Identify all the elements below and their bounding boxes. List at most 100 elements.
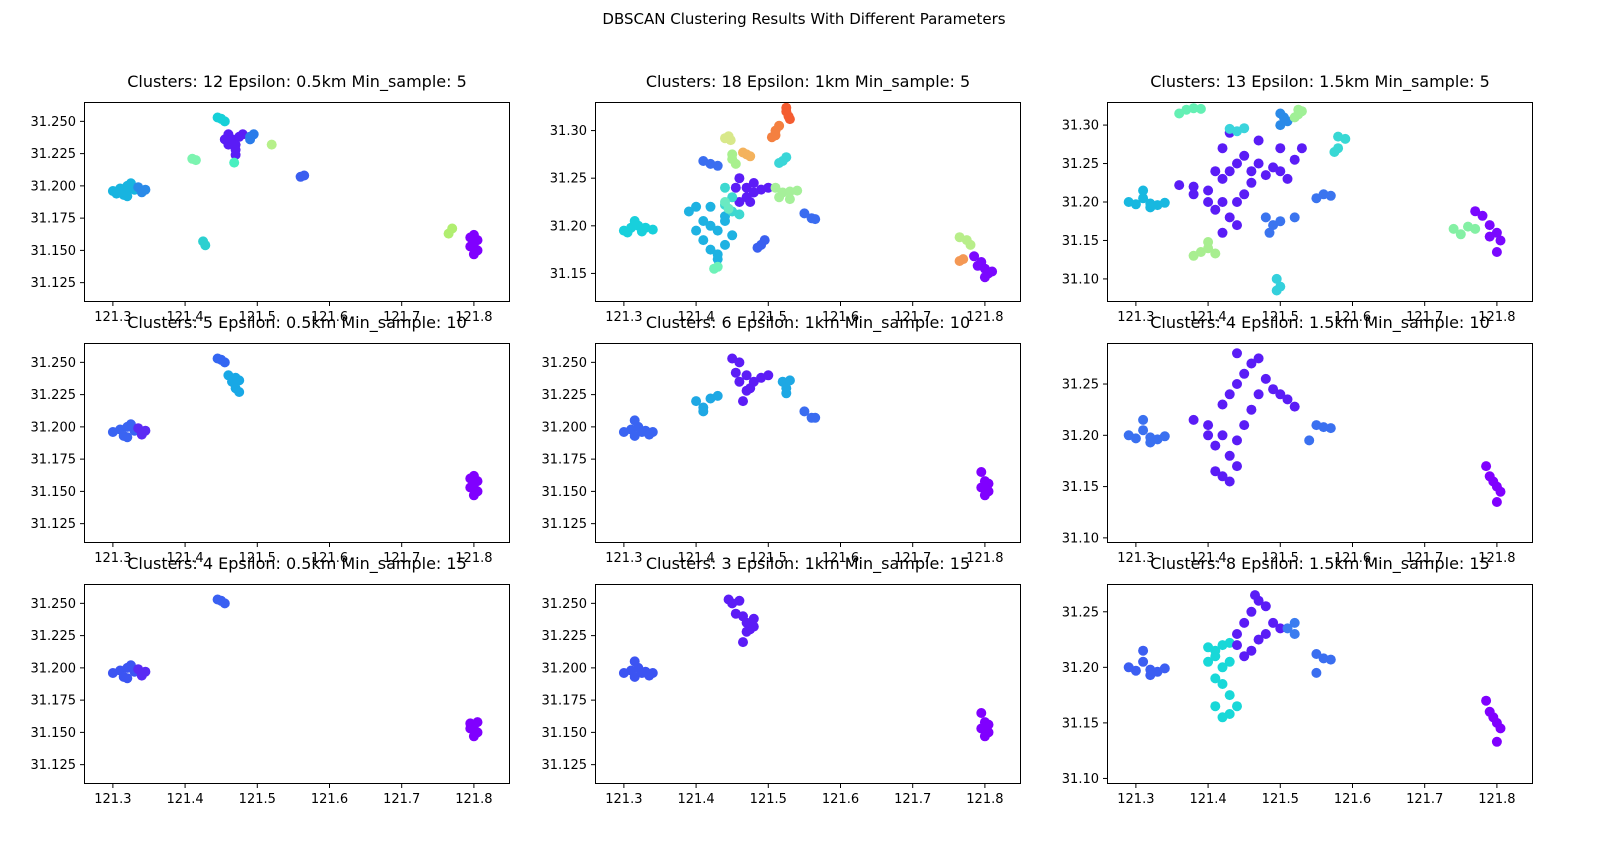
cluster-11-point	[766, 132, 777, 143]
subplot-title: Clusters: 18 Epsilon: 1km Min_sample: 5	[645, 72, 971, 91]
cluster-12-point	[1484, 220, 1495, 231]
cluster-6-point	[1488, 712, 1499, 723]
cluster-1-point	[1130, 199, 1141, 210]
cluster-2-point	[1253, 353, 1264, 364]
cluster-2-point	[1224, 476, 1235, 487]
cluster-3-point	[730, 367, 741, 378]
cluster-1-point	[1138, 645, 1149, 656]
cluster-15-point	[752, 242, 763, 253]
x-tick-label: 121.8	[966, 551, 1003, 566]
y-tick-label: 31.175	[31, 694, 77, 709]
cluster-2-point	[1210, 204, 1221, 215]
y-tick-label: 31.250	[542, 356, 588, 371]
cluster-4-point	[1195, 103, 1206, 114]
cluster-14-point	[784, 186, 795, 197]
cluster-18-point	[958, 254, 969, 265]
cluster-2-point	[136, 187, 147, 198]
cluster-1-point	[629, 216, 640, 226]
cluster-4-point	[781, 388, 792, 399]
cluster-2-point	[1203, 420, 1214, 431]
subplot-5: Clusters: 6 Epsilon: 1km Min_sample: 10 1…	[511, 313, 1025, 575]
cluster-6-point	[734, 209, 745, 220]
x-tick-label: 121.8	[455, 310, 492, 325]
x-tick-label: 121.4	[166, 792, 203, 807]
cluster-1-point	[1138, 193, 1149, 204]
cluster-14-point	[774, 192, 785, 203]
cluster-3-point	[1325, 190, 1336, 201]
cluster-5-point	[763, 182, 774, 193]
cluster-6-point	[727, 192, 738, 203]
subplot-4: Clusters: 5 Epsilon: 0.5km Min_sample: 1…	[0, 313, 514, 575]
cluster-3-point	[1232, 629, 1242, 639]
cluster-14-point	[792, 185, 803, 196]
cluster-5-point	[799, 406, 810, 417]
cluster-9-point	[200, 240, 211, 251]
cluster-2-point	[1188, 189, 1199, 200]
cluster-2-point	[698, 216, 709, 226]
cluster-2-point	[1253, 389, 1264, 400]
cluster-1-point	[122, 432, 133, 443]
scatter-points	[1123, 590, 1506, 747]
cluster-12-point	[784, 114, 795, 125]
y-tick-label: 31.225	[31, 388, 77, 403]
cluster-12-point	[1477, 210, 1488, 221]
x-tick-label: 121.5	[750, 551, 787, 566]
axes-frame	[1107, 102, 1533, 302]
cluster-2-point	[1232, 158, 1242, 169]
cluster-4-point	[234, 387, 245, 397]
axes-frame	[1107, 343, 1533, 543]
cluster-3-point	[1260, 601, 1271, 612]
cluster-1-point	[1145, 670, 1156, 681]
x-tick-label: 121.3	[1117, 792, 1154, 807]
subplot-title: Clusters: 4 Epsilon: 0.5km Min_sample: 1…	[127, 554, 467, 573]
cluster-2-point	[1224, 212, 1235, 223]
y-tick-label: 31.25	[1062, 157, 1099, 172]
cluster-3-point	[976, 708, 987, 718]
cluster-2-point	[1224, 389, 1235, 400]
cluster-9-point	[1188, 250, 1199, 261]
cluster-1-point	[111, 188, 122, 199]
x-tick-label: 121.5	[750, 792, 787, 807]
x-tick-label: 121.7	[894, 310, 931, 325]
x-tick-label: 121.3	[94, 792, 131, 807]
cluster-2-point	[712, 254, 723, 265]
cluster-2-point	[1260, 373, 1271, 384]
y-tick-label: 31.125	[542, 517, 588, 532]
x-tick-label: 121.5	[1262, 551, 1299, 566]
cluster-14-point	[784, 194, 795, 205]
subplot-canvas: 121.3 121.4 121.5 121.6 121.7 121.8 31.15 31.20…	[550, 102, 1021, 325]
cluster-4-point	[465, 723, 476, 734]
cluster-2-point	[1203, 185, 1214, 196]
cluster-2-point	[1289, 401, 1300, 412]
subplot-title: Clusters: 4 Epsilon: 1.5km Min_sample: 1…	[1150, 313, 1490, 332]
cluster-1-point	[644, 429, 655, 440]
subplot-7: Clusters: 4 Epsilon: 0.5km Min_sample: 1…	[0, 554, 514, 816]
cluster-2-point	[1217, 679, 1228, 689]
cluster-2-point	[1260, 170, 1271, 181]
x-tick-label: 121.7	[894, 551, 931, 566]
x-tick-label: 121.7	[1406, 551, 1443, 566]
cluster-4-point	[219, 134, 230, 145]
figure-suptitle: DBSCAN Clustering Results With Different…	[602, 10, 1006, 28]
cluster-1-point	[622, 227, 633, 238]
cluster-2-point	[1282, 173, 1293, 184]
cluster-2-point	[1232, 220, 1242, 231]
x-tick-label: 121.8	[1478, 792, 1515, 807]
cluster-1-point	[644, 670, 655, 681]
cluster-8-point	[1329, 147, 1340, 157]
cluster-8-point	[1340, 133, 1351, 144]
cluster-2-point	[1239, 189, 1250, 200]
cluster-2-point	[1232, 461, 1242, 472]
y-tick-label: 31.15	[1062, 716, 1099, 731]
x-tick-label: 121.7	[1406, 792, 1443, 807]
x-tick-label: 121.8	[966, 792, 1003, 807]
y-tick-label: 31.20	[550, 219, 587, 234]
cluster-11-point	[1448, 223, 1459, 234]
cluster-5-point	[465, 482, 476, 493]
cluster-5-point	[730, 182, 741, 193]
cluster-12-point	[468, 229, 479, 240]
cluster-1-point	[1325, 423, 1336, 434]
cluster-7-point	[266, 139, 277, 150]
cluster-2-point	[1275, 166, 1286, 177]
scatter-points	[107, 353, 483, 501]
